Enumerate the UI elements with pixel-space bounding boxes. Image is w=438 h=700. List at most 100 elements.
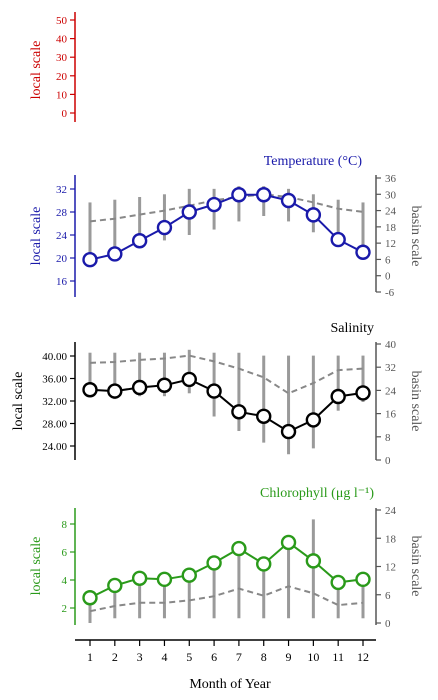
right-tick-group: 24 18 12 6 0 [376,505,397,630]
left-axis-label: local scale [29,207,44,266]
local-data-point [280,534,297,551]
right-tick-label: 18 [385,533,397,545]
local-data-point [156,219,173,236]
local-data-point [82,252,98,268]
local-point-group [82,534,371,606]
local-data-point [181,204,197,220]
right-axis-label: basin scale [408,370,423,431]
left-tick-label: 6 [62,547,68,559]
left-tick-label: 32 [56,184,67,196]
local-data-point [107,246,123,262]
left-tick-label: 40.00 [42,351,67,363]
basin-range-group [88,519,365,623]
local-data-point [131,233,148,249]
right-tick-label: 12 [385,562,396,574]
left-tick-label: 36.00 [42,374,67,386]
local-data-point [305,412,322,428]
x-tick-label: 7 [236,650,242,664]
local-data-point [256,187,272,203]
right-tick-label: 24 [385,505,397,517]
x-axis-label: Month of Year [189,677,271,692]
local-point-group [82,371,371,440]
left-tick-group: 32 28 24 20 16 [56,184,75,288]
local-data-point [107,577,123,594]
left-axis-label: local scale [11,372,26,431]
left-tick-group: 40.00 36.00 32.00 28.00 24.00 [42,351,75,453]
local-data-point [206,555,222,571]
right-tick-label: 24 [385,206,397,218]
left-tick-label: 2 [62,603,68,615]
right-tick-label: 16 [385,409,397,421]
x-tick-label: 6 [211,650,217,664]
local-data-point [256,556,272,572]
right-tick-label: 0 [385,618,391,630]
local-data-point [206,196,222,213]
local-data-point [82,382,98,398]
basin-range-group [88,186,365,254]
local-point-group [82,187,371,268]
right-tick-group: 36 30 24 18 12 6 0 -6 [376,173,397,299]
left-tick-label: 28 [56,207,68,219]
local-data-point [156,571,173,588]
local-data-point [355,571,371,588]
left-tick-label: 24.00 [42,441,67,453]
x-tick-label: 3 [137,650,143,664]
right-tick-label: 6 [385,590,391,602]
x-tick-label: 12 [357,650,369,664]
panel-temperature: Temperature (°C) 32 28 24 20 16 36 30 24 18 12 6 0… [29,154,423,299]
local-data-point [231,404,247,420]
x-tick-label: 1 [87,650,93,664]
right-tick-label: -6 [385,287,395,299]
x-tick-label: 10 [307,650,319,664]
local-data-point [256,408,272,424]
local-data-point [82,590,98,606]
left-tick-label: 50 [56,15,68,27]
left-tick-group: 50 40 30 20 10 0 [56,15,75,120]
local-series-line [89,541,364,599]
left-tick-label: 32.00 [42,396,67,408]
panel-title: Temperature (°C) [264,154,363,169]
right-tick-label: 40 [385,339,397,351]
left-tick-label: 16 [56,276,68,288]
left-tick-label: 20 [56,253,68,265]
left-tick-label: 40 [56,34,68,46]
left-tick-label: 4 [62,575,68,587]
x-tick-label: 11 [332,650,344,664]
right-tick-label: 32 [385,362,396,374]
panel-empty: 50 40 30 20 10 0 local scale [29,12,76,122]
right-tick-label: 0 [385,455,391,467]
x-tick-label: 8 [261,650,267,664]
local-data-point [305,553,322,569]
left-tick-label: 8 [62,519,68,531]
right-tick-label: 0 [385,271,391,283]
right-tick-label: 18 [385,222,397,234]
basin-series-line [89,585,364,613]
right-tick-label: 6 [385,254,391,266]
right-tick-label: 36 [385,173,397,185]
local-data-point [131,379,148,396]
x-tick-group: 1 2 3 4 5 6 7 8 9 10 11 12 [87,640,369,664]
right-tick-label: 24 [385,385,397,397]
local-data-point [280,423,297,440]
basin-series-line [89,193,364,223]
x-axis: 1 2 3 4 5 6 7 8 9 10 11 12 Month of Year [75,639,376,692]
x-tick-label: 9 [286,650,292,664]
right-axis-label: basin scale [408,535,423,596]
left-tick-group: 8 6 4 2 [62,519,75,615]
local-data-point [231,187,247,203]
local-data-point [280,192,297,209]
right-axis-label: basin scale [408,205,423,266]
panel-title: Chlorophyll (μg l⁻¹) [260,486,374,501]
panel-chlorophyll: Chlorophyll (μg l⁻¹) 8 6 4 2 24 18 12 6 0 local… [29,486,423,630]
left-axis-label: local scale [29,41,44,100]
local-data-point [181,371,197,388]
local-data-point [330,231,346,248]
local-data-point [355,385,371,401]
x-tick-label: 5 [186,650,192,664]
left-tick-label: 0 [62,108,68,120]
panel-salinity: Salinity 40.00 36.00 32.00 28.00 24.00 40 32 2… [11,321,423,467]
left-tick-label: 28.00 [42,419,67,431]
left-tick-label: 30 [56,52,68,64]
local-data-point [107,383,123,399]
